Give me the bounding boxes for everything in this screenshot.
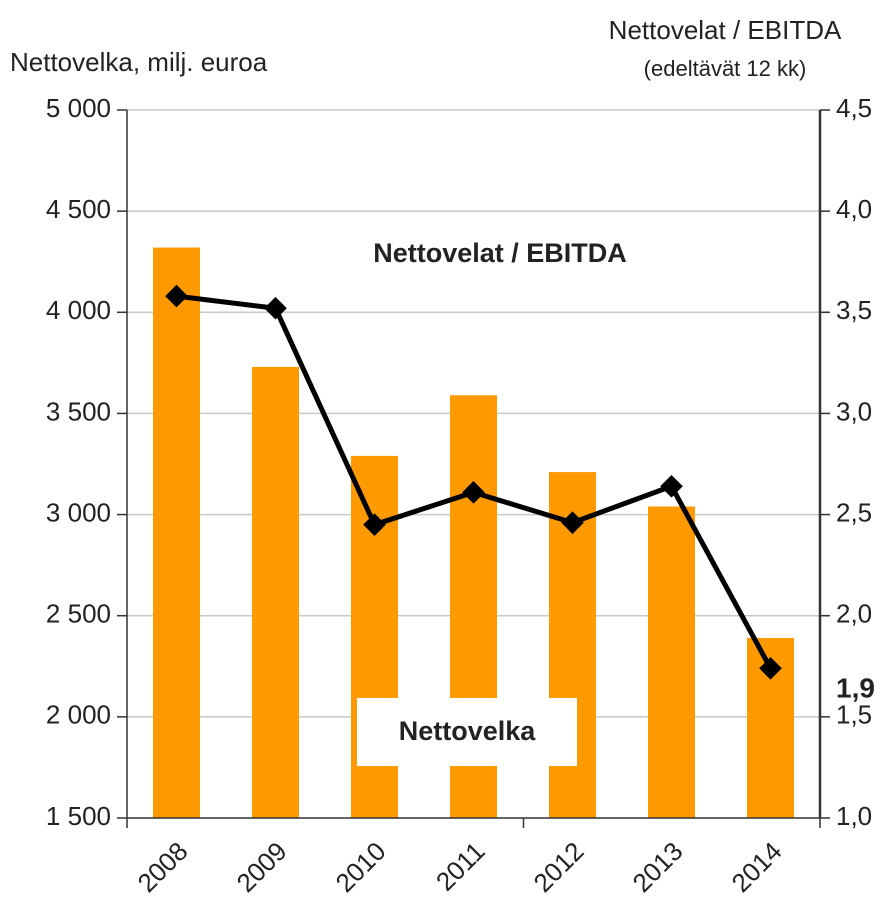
marker bbox=[264, 296, 287, 320]
y2-tick-label: 3,0 bbox=[836, 396, 872, 426]
y-tick-label: 2 000 bbox=[46, 700, 111, 730]
y2-tick-label: 1,5 bbox=[836, 700, 872, 730]
line-label: Nettovelat / EBITDA bbox=[373, 238, 627, 268]
y-tick-label: 1 500 bbox=[46, 801, 111, 831]
y-tick-label: 4 500 bbox=[46, 194, 111, 224]
y2-tick-label: 2,0 bbox=[836, 599, 872, 629]
y2-tick-label: 4,5 bbox=[836, 93, 872, 123]
marker bbox=[759, 656, 782, 680]
bar bbox=[252, 366, 299, 818]
y-tick-label: 2 500 bbox=[46, 599, 111, 629]
marker bbox=[462, 481, 485, 504]
annotation: 1,9 bbox=[836, 672, 875, 703]
y2-tick-label: 2,5 bbox=[836, 497, 872, 527]
y-tick-label: 3 500 bbox=[46, 396, 111, 426]
x-tick-label: 2009 bbox=[230, 836, 292, 898]
x-tick-label: 2014 bbox=[725, 836, 787, 898]
marker bbox=[660, 474, 683, 498]
y2-tick-label: 3,5 bbox=[836, 295, 872, 325]
marker bbox=[561, 511, 584, 534]
bar-label-box bbox=[357, 698, 577, 766]
y2-tick-label: 1,0 bbox=[836, 801, 872, 831]
y2-axis-title: Nettovelat / EBITDA bbox=[609, 15, 842, 45]
bar-label: Nettovelka bbox=[399, 716, 537, 746]
x-tick-label: 2013 bbox=[626, 836, 688, 898]
y2-axis-subtitle: (edeltävät 12 kk) bbox=[644, 56, 807, 81]
y2-tick-label: 4,0 bbox=[836, 194, 872, 224]
x-tick-label: 2008 bbox=[131, 836, 193, 898]
bar bbox=[153, 247, 200, 818]
x-tick-label: 2012 bbox=[527, 836, 589, 898]
y-tick-label: 3 000 bbox=[46, 497, 111, 527]
marker bbox=[363, 513, 386, 536]
y-tick-label: 4 000 bbox=[46, 295, 111, 325]
y-tick-label: 5 000 bbox=[46, 93, 111, 123]
x-tick-label: 2010 bbox=[329, 836, 391, 898]
y-axis-title: Nettovelka, milj. euroa bbox=[10, 47, 268, 77]
bar bbox=[648, 506, 695, 818]
x-tick-label: 2011 bbox=[430, 836, 491, 897]
